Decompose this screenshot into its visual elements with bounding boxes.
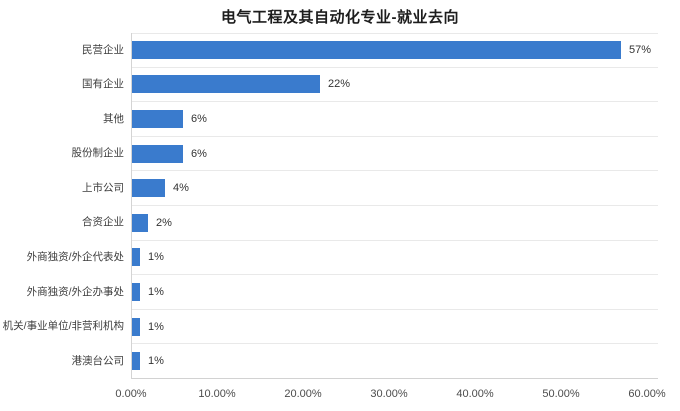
bar	[131, 282, 140, 301]
bar	[131, 144, 183, 163]
x-axis-tick-label: 0.00%	[115, 388, 147, 400]
chart-title: 电气工程及其自动化专业-就业去向	[221, 9, 459, 26]
x-axis-tick-label: 20.00%	[284, 388, 322, 400]
category-label: 港澳台公司	[71, 354, 125, 367]
bar	[131, 352, 140, 371]
bar-row: 国有企业 22%	[0, 68, 680, 103]
value-label: 6%	[191, 147, 207, 160]
x-axis-tick-label: 30.00%	[370, 388, 408, 400]
bar-track: 4%	[131, 171, 658, 206]
value-label: 1%	[148, 320, 164, 333]
value-label: 4%	[173, 182, 189, 195]
bar-row: 其他 6%	[0, 102, 680, 137]
bar-track: 57%	[131, 33, 658, 68]
bar	[131, 317, 140, 336]
bar-track: 2%	[131, 206, 658, 241]
value-label: 22%	[328, 78, 351, 91]
bar-row: 民营企业 57%	[0, 33, 680, 68]
value-label: 1%	[148, 251, 164, 264]
bar-track: 22%	[131, 68, 658, 103]
bar-track: 1%	[131, 310, 658, 345]
bar-track: 6%	[131, 137, 658, 172]
bar	[131, 179, 165, 198]
x-axis-tick-label: 60.00%	[628, 388, 666, 400]
category-label: 上市公司	[82, 181, 124, 194]
value-label: 1%	[148, 355, 164, 368]
bar-track: 1%	[131, 344, 658, 379]
bar	[131, 248, 140, 267]
plot-area: 民营企业 57% 国有企业 22% 其他 6% 股份制企业 6% 上市公司 4%	[0, 33, 680, 379]
bar-row: 股份制企业 6%	[0, 137, 680, 172]
category-label: 机关/事业单位/非营利机构	[2, 320, 124, 333]
bar-row: 合资企业 2%	[0, 206, 680, 241]
bar-track: 6%	[131, 102, 658, 137]
category-label: 民营企业	[82, 43, 124, 56]
bar-row: 港澳台公司 1%	[0, 344, 680, 379]
value-label: 1%	[148, 285, 164, 298]
value-label: 6%	[191, 112, 207, 125]
category-label: 股份制企业	[71, 147, 125, 160]
bar-row: 外商独资/外企办事处 1%	[0, 275, 680, 310]
value-label: 2%	[156, 216, 172, 229]
category-label: 外商独资/外企办事处	[26, 285, 124, 298]
category-label: 其他	[103, 112, 124, 125]
y-axis-line	[131, 33, 132, 379]
value-label: 57%	[629, 44, 652, 57]
bar	[131, 41, 621, 60]
x-axis-tick-label: 50.00%	[542, 388, 580, 400]
bar	[131, 213, 148, 232]
bar	[131, 109, 183, 128]
category-label: 国有企业	[82, 78, 124, 91]
x-axis-tick-label: 40.00%	[456, 388, 494, 400]
bar-row: 外商独资/外企代表处 1%	[0, 241, 680, 276]
bar	[131, 75, 320, 94]
bar-row: 机关/事业单位/非营利机构 1%	[0, 310, 680, 345]
bar-row: 上市公司 4%	[0, 171, 680, 206]
x-axis-tick-label: 10.00%	[198, 388, 236, 400]
bar-track: 1%	[131, 275, 658, 310]
category-label: 合资企业	[82, 216, 124, 229]
x-axis: 0.00% 10.00% 20.00% 30.00% 40.00% 50.00% 60.00…	[115, 379, 665, 407]
category-label: 外商独资/外企代表处	[26, 251, 124, 264]
bar-track: 1%	[131, 241, 658, 276]
